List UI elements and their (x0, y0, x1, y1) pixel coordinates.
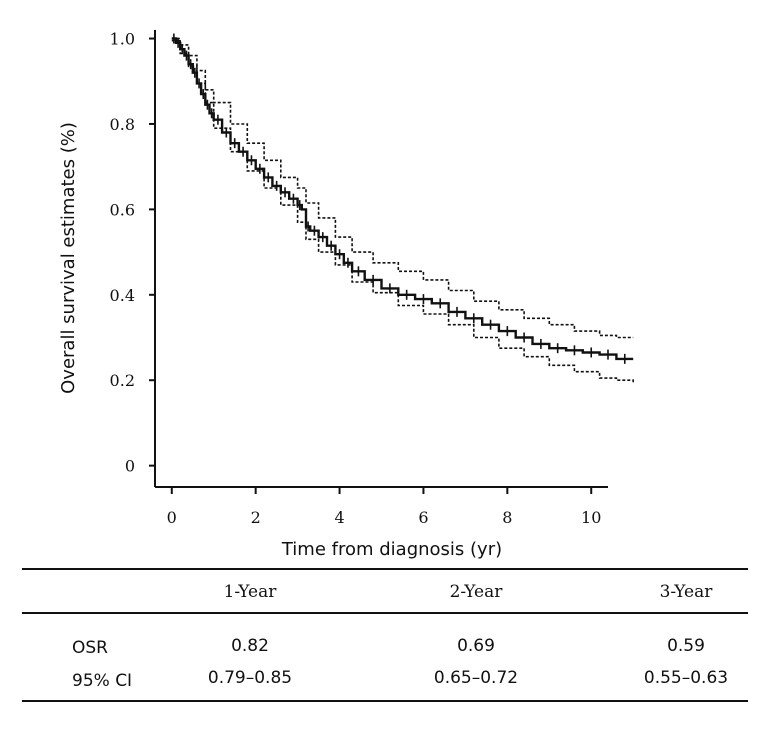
series-line-lower-95-CI (171, 39, 634, 383)
x-tick-label: 6 (418, 508, 428, 527)
osr-2-year: 0.69 (457, 636, 495, 656)
osr-1-year: 0.82 (231, 636, 269, 656)
series-line-upper-95-CI (171, 37, 634, 339)
header-3-year: 3-Year (659, 582, 713, 602)
series-line-estimate (171, 37, 634, 361)
y-tick-label: 0.6 (110, 200, 135, 219)
ci-3-year: 0.55–0.63 (643, 668, 729, 688)
series-layer (171, 37, 634, 383)
y-tick-label: 0.4 (110, 286, 135, 305)
osr-3-year: 0.59 (667, 636, 705, 656)
row-label-95-ci: 95% CI (72, 671, 133, 691)
x-tick-label: 8 (502, 508, 512, 527)
x-tick-label: 10 (581, 508, 601, 527)
header-2-year: 2-Year (449, 582, 503, 602)
x-tick-label: 0 (167, 508, 177, 527)
plot-area: 0 0.2 0.4 0.6 0.8 1.0 0 2 4 6 8 10 (110, 30, 634, 527)
x-ticks: 0 2 4 6 8 10 (167, 487, 601, 527)
y-tick-label: 1.0 (110, 30, 135, 49)
y-ticks: 0 0.2 0.4 0.6 0.8 1.0 (110, 30, 155, 476)
x-tick-label: 4 (334, 508, 344, 527)
ci-2-year: 0.65–0.72 (433, 668, 519, 688)
y-tick-label: 0 (125, 457, 135, 476)
y-axis-title: Overall survival estimates (%) (58, 122, 79, 394)
table-bottom-rule (22, 700, 748, 702)
row-label-osr: OSR (72, 638, 108, 658)
ci-1-year: 0.79–0.85 (207, 668, 293, 688)
censor-marks (173, 33, 626, 364)
y-tick-label: 0.8 (110, 115, 135, 134)
x-axis-title: Time from diagnosis (yr) (281, 539, 502, 560)
survival-chart: 0 0.2 0.4 0.6 0.8 1.0 0 2 4 6 8 10 Time from diagn… (58, 30, 634, 560)
table-header-rule (22, 612, 748, 614)
x-tick-label: 2 (251, 508, 261, 527)
header-1-year: 1-Year (223, 582, 277, 602)
y-tick-label: 0.2 (110, 371, 135, 390)
table-top-rule (22, 568, 748, 570)
